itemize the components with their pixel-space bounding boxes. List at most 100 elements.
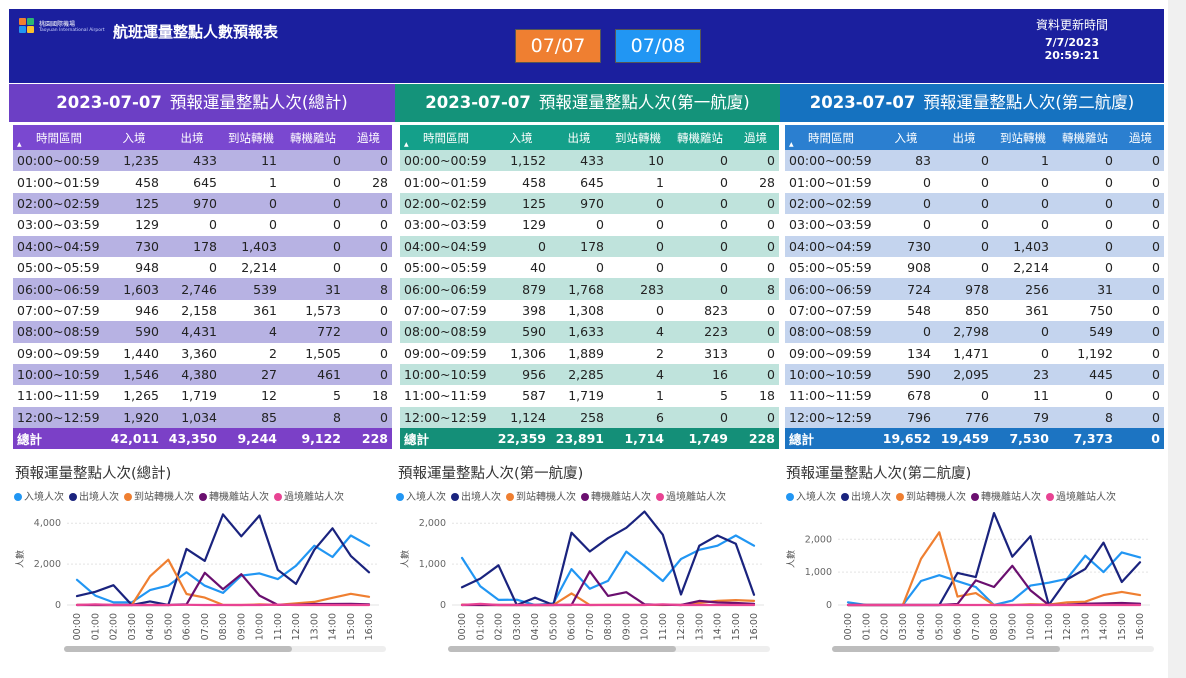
cell-transit: 0	[380, 260, 388, 276]
x-tick-label: 05:00	[548, 613, 559, 640]
x-tick-label: 02:00	[494, 613, 505, 640]
series-line[interactable]	[75, 603, 371, 607]
chart-scrollbar-t1[interactable]	[448, 646, 770, 652]
legend-item[interactable]: 出境人次	[451, 488, 501, 503]
cell-transit: 0	[1152, 409, 1160, 425]
line-chart-total: 人數 0 2,000 4,000 00:00 01:00 02:00 03:00 04:00 05…	[14, 513, 379, 640]
legend-item[interactable]: 入境人次	[14, 488, 64, 503]
date-button-0707[interactable]: 07/07	[515, 29, 601, 63]
cell-transit: 0	[1152, 195, 1160, 211]
total-transfer-in: 1,714	[624, 431, 664, 447]
column-header-departure[interactable]: 出境	[163, 125, 221, 150]
cell-arrival: 1,603	[123, 281, 159, 297]
series-line[interactable]	[460, 510, 756, 607]
cell-transfer-out: 31	[1097, 281, 1113, 297]
legend-item[interactable]: 過境離站人次	[1046, 488, 1116, 503]
legend-item[interactable]: 轉機離站人次	[971, 488, 1041, 503]
scroll-thumb[interactable]	[832, 646, 1060, 652]
column-header-transit[interactable]: 過境	[345, 125, 392, 150]
column-header-arrival[interactable]: 入境	[877, 125, 935, 150]
series-line[interactable]	[846, 531, 1142, 607]
legend-item[interactable]: 到站轉機人次	[896, 488, 966, 503]
header-bar: 桃園國際機場 Taoyuan International Airport 航班運…	[9, 9, 1164, 83]
cell-time-slot: 03:00~03:59	[789, 217, 872, 233]
cell-transfer-out: 750	[1089, 302, 1113, 318]
column-header-arrival[interactable]: 入境	[492, 125, 550, 150]
legend-item[interactable]: 轉機離站人次	[581, 488, 651, 503]
cell-transfer-in: 1	[269, 174, 277, 190]
column-header-time[interactable]: 時間區間	[13, 125, 105, 150]
column-header-transfer-out[interactable]: 轉機離站	[281, 125, 345, 150]
cell-transfer-out: 823	[704, 302, 728, 318]
series-line[interactable]	[460, 534, 756, 607]
series-line[interactable]	[846, 512, 1142, 607]
column-header-time[interactable]: 時間區間	[785, 125, 877, 150]
cell-time-slot: 09:00~09:59	[404, 345, 487, 361]
y-tick-label: 0	[826, 600, 832, 611]
column-header-transit[interactable]: 過境	[732, 125, 779, 150]
cell-time-slot: 04:00~04:59	[789, 238, 872, 254]
legend-label: 過境離站人次	[666, 492, 726, 503]
date-button-0708[interactable]: 07/08	[615, 29, 701, 63]
cell-arrival: 678	[907, 388, 931, 404]
column-header-transfer-in[interactable]: 到站轉機	[608, 125, 668, 150]
cell-transit: 0	[767, 302, 775, 318]
legend-item[interactable]: 到站轉機人次	[506, 488, 576, 503]
legend-label: 轉機離站人次	[981, 492, 1041, 503]
legend-item[interactable]: 過境離站人次	[656, 488, 726, 503]
series-line[interactable]	[460, 602, 756, 607]
cell-arrival: 83	[915, 153, 931, 169]
cell-arrival: 134	[907, 345, 931, 361]
column-header-time[interactable]: 時間區間	[400, 125, 492, 150]
cell-arrival: 730	[907, 238, 931, 254]
column-header-transfer-out[interactable]: 轉機離站	[1053, 125, 1117, 150]
y-tick-label: 0	[440, 600, 446, 611]
x-tick-label: 14:00	[328, 613, 339, 640]
logo-subtitle: Taoyuan International Airport	[39, 28, 105, 33]
column-header-transit[interactable]: 過境	[1117, 125, 1164, 150]
cell-departure: 0	[209, 260, 217, 276]
total-transfer-out: 7,373	[1073, 431, 1113, 447]
x-tick-label: 16:00	[1135, 613, 1146, 640]
chart-scrollbar-total[interactable]	[64, 646, 386, 652]
legend-item[interactable]: 到站轉機人次	[124, 488, 194, 503]
legend-item[interactable]: 入境人次	[786, 488, 836, 503]
cell-transit: 0	[380, 324, 388, 340]
column-header-transfer-in[interactable]: 到站轉機	[221, 125, 281, 150]
cell-departure: 850	[965, 302, 989, 318]
cell-arrival: 398	[522, 302, 546, 318]
column-header-arrival[interactable]: 入境	[105, 125, 163, 150]
x-tick-label: 11:00	[658, 613, 669, 640]
legend-item[interactable]: 出境人次	[841, 488, 891, 503]
column-header-transfer-in[interactable]: 到站轉機	[993, 125, 1053, 150]
scroll-thumb[interactable]	[64, 646, 292, 652]
column-header-departure[interactable]: 出境	[550, 125, 608, 150]
scroll-thumb[interactable]	[448, 646, 676, 652]
cell-time-slot: 08:00~08:59	[17, 324, 100, 340]
cell-transfer-in: 0	[656, 302, 664, 318]
legend-item[interactable]: 出境人次	[69, 488, 119, 503]
legend-item[interactable]: 過境離站人次	[274, 488, 344, 503]
legend-item[interactable]: 入境人次	[396, 488, 446, 503]
cell-arrival: 458	[135, 174, 159, 190]
cell-departure: 0	[981, 217, 989, 233]
series-line[interactable]	[75, 558, 371, 607]
chart-scrollbar-t2[interactable]	[832, 646, 1154, 652]
series-line[interactable]	[75, 513, 371, 607]
column-header-departure[interactable]: 出境	[935, 125, 993, 150]
cell-transfer-out: 0	[1105, 174, 1113, 190]
cell-transit: 0	[1152, 238, 1160, 254]
cell-time-slot: 02:00~02:59	[17, 195, 100, 211]
cell-departure: 2,798	[953, 324, 989, 340]
cell-departure: 2,158	[181, 302, 217, 318]
series-line[interactable]	[75, 534, 371, 604]
cell-departure: 258	[580, 409, 604, 425]
table-row: 09:00~09:59 1,440 3,360 2 1,505 0	[13, 343, 392, 364]
cell-time-slot: 09:00~09:59	[789, 345, 872, 361]
legend-item[interactable]: 轉機離站人次	[199, 488, 269, 503]
legend-label: 到站轉機人次	[134, 492, 194, 503]
cell-transit: 18	[372, 388, 388, 404]
column-header-transfer-out[interactable]: 轉機離站	[668, 125, 732, 150]
cell-departure: 0	[596, 217, 604, 233]
x-tick-label: 00:00	[457, 613, 468, 640]
